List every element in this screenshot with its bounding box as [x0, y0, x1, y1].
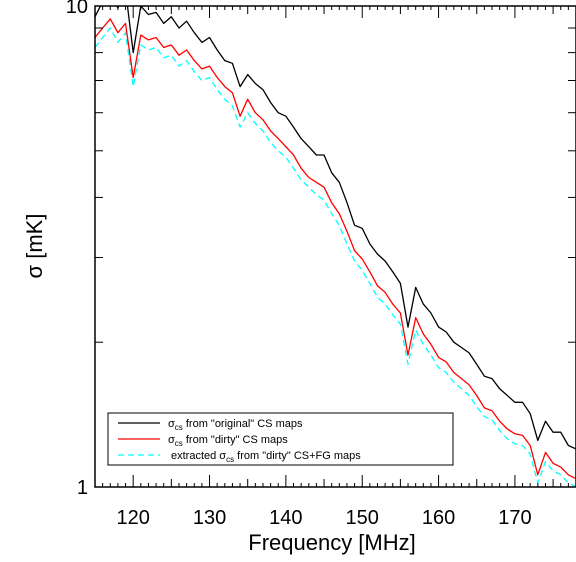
legend-box	[107, 412, 454, 466]
series-layer	[95, 6, 576, 487]
y-tick-label: 10	[66, 0, 88, 18]
series-line-1	[95, 6, 576, 450]
legend-label-2: σcs from "dirty" CS maps	[168, 434, 288, 448]
x-tick-label: 150	[346, 507, 379, 529]
x-axis-label: Frequency [MHz]	[248, 530, 416, 555]
y-tick-label: 1	[77, 477, 88, 499]
x-tick-label: 170	[498, 507, 531, 529]
y-axis-label: σ [mK]	[22, 214, 47, 279]
legend-label-1: σcs from "original" CS maps	[168, 418, 303, 432]
x-tick-label: 130	[193, 507, 226, 529]
series-line-2	[95, 18, 576, 480]
legend-label-3: extracted σcs from "dirty" CS+FG maps	[171, 450, 361, 464]
axes-layer: 120 130 140 150 160 170 1 10	[66, 0, 576, 529]
plot-frame	[94, 5, 576, 488]
x-tick-label: 120	[116, 507, 149, 529]
x-tick-label: 160	[422, 507, 455, 529]
legend: σcs from "original" CS maps σcs from "dir…	[107, 412, 454, 466]
series-line-3	[95, 27, 576, 487]
x-tick-label: 140	[269, 507, 302, 529]
